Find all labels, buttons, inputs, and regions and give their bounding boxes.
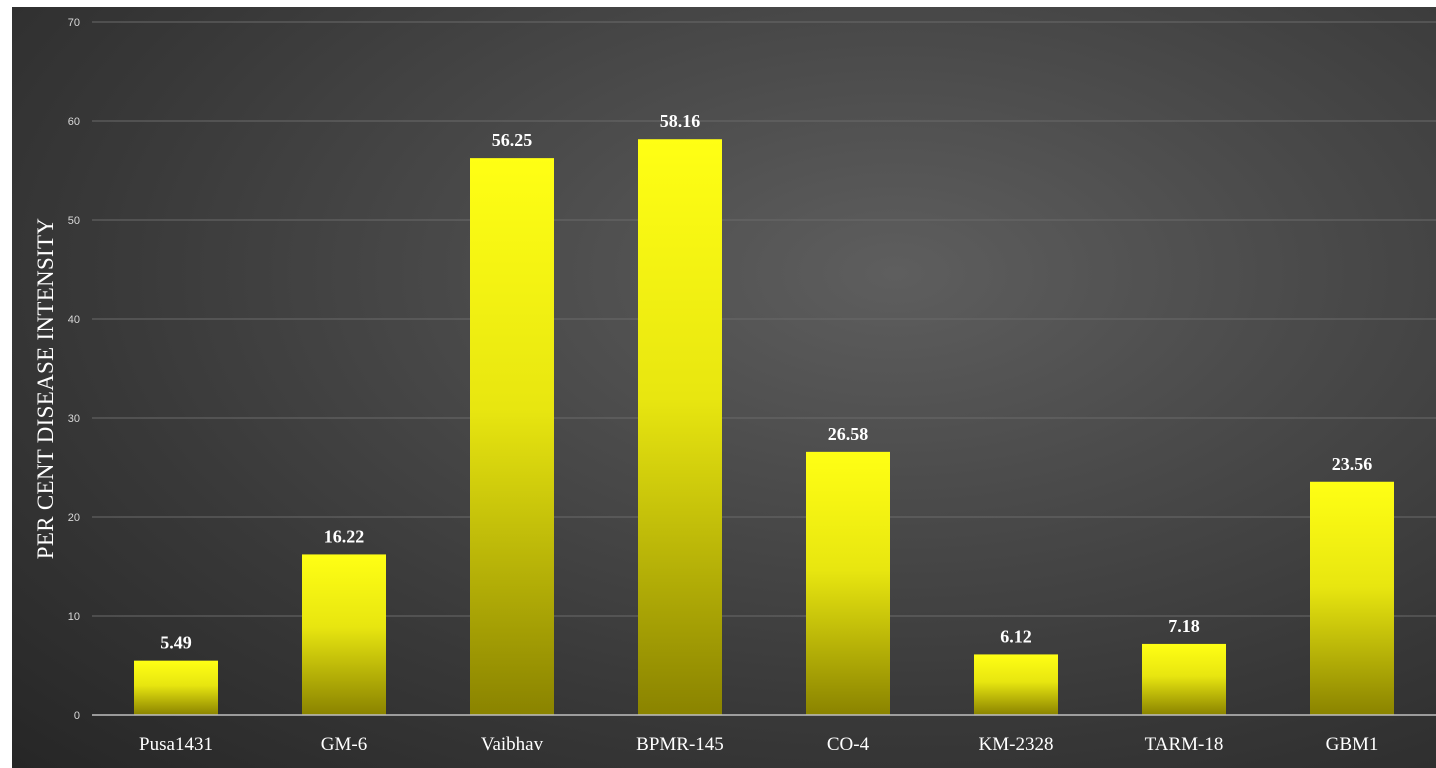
bar-gbm1 [1310,481,1394,715]
y-tick-label: 10 [68,611,80,623]
x-category-label: Pusa1431 [139,734,213,755]
gridlines [92,21,1436,617]
data-label: 5.49 [160,633,192,653]
x-category-label: KM-2328 [979,734,1054,755]
x-category-label: BPMR-145 [636,734,724,755]
bar-km-2328 [974,654,1058,715]
bars [134,139,1394,715]
y-axis-title: PER CENT DISEASE INTENSITY [33,218,58,560]
y-tick-label: 60 [68,116,80,128]
data-label: 58.16 [660,111,701,131]
bar-bpmr-145 [638,139,722,715]
data-label: 56.25 [492,130,533,150]
y-axis-ticks: 0 10 20 30 40 50 60 70 [68,17,80,722]
y-tick-label: 20 [68,512,80,524]
y-tick-label: 40 [68,314,80,326]
chart-background [12,7,1436,768]
bar-pusa1431 [134,660,218,715]
x-category-label: GBM1 [1326,734,1379,755]
x-axis-categories: Pusa1431 GM-6 Vaibhav BPMR-145 CO-4 KM-2328 TA… [139,734,1378,755]
x-category-label: CO-4 [827,734,870,755]
x-category-label: GM-6 [321,734,367,755]
data-labels: 5.49 16.22 56.25 58.16 26.58 6.12 7.18 23.56 [160,111,1372,652]
bar-tarm-18 [1142,643,1226,715]
y-tick-label: 50 [68,215,80,227]
bar-gm-6 [302,554,386,715]
data-label: 26.58 [828,424,869,444]
x-category-label: Vaibhav [481,734,544,755]
data-label: 6.12 [1000,626,1032,646]
data-label: 7.18 [1168,616,1200,636]
y-tick-label: 70 [68,17,80,29]
y-tick-label: 0 [74,710,80,722]
x-category-label: TARM-18 [1145,734,1224,755]
data-label: 23.56 [1332,454,1373,474]
bar-co-4 [806,451,890,715]
y-tick-label: 30 [68,413,80,425]
bar-vaibhav [470,158,554,715]
data-label: 16.22 [324,526,365,546]
